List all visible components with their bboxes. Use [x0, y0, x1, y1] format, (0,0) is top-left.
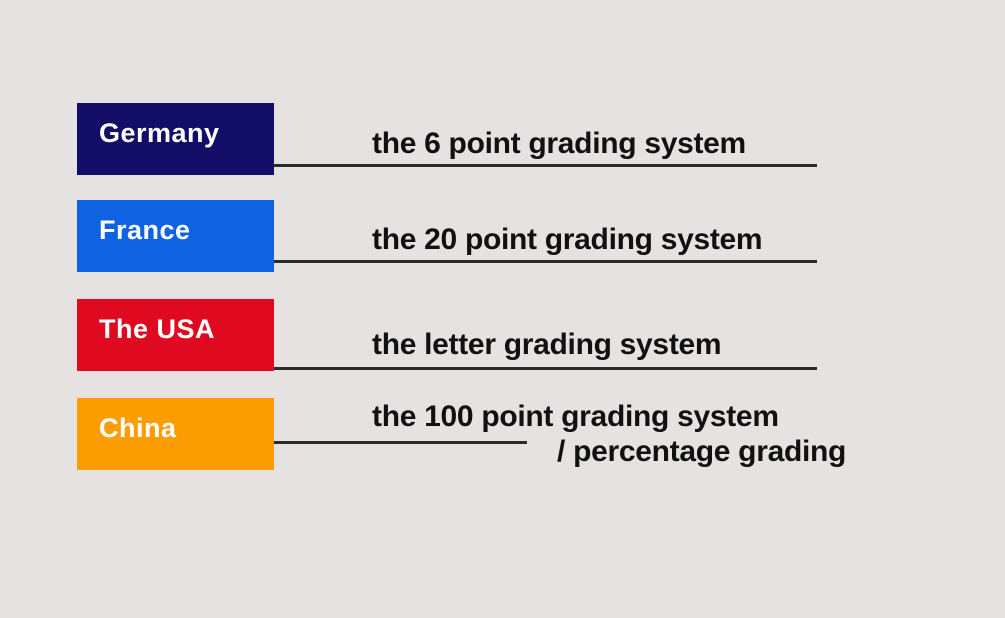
connector-line-germany — [274, 164, 817, 167]
grading-system-text-usa: the letter grading system — [372, 328, 722, 361]
country-label-usa: The USA — [99, 313, 216, 344]
grading-system-text-china-line2: / percentage grading — [557, 435, 847, 468]
grading-system-text-france: the 20 point grading system — [372, 223, 763, 256]
grading-system-text-germany: the 6 point grading system — [372, 127, 746, 160]
grading-system-text-china-line1: the 100 point grading system — [372, 400, 779, 433]
connector-line-usa — [274, 367, 817, 370]
country-label-china: China — [99, 412, 177, 443]
connector-line-china — [274, 441, 527, 444]
country-label-france: France — [99, 214, 191, 245]
country-box-china: China — [77, 398, 274, 470]
country-box-germany: Germany — [77, 103, 274, 175]
country-box-france: France — [77, 200, 274, 272]
connector-line-france — [274, 260, 817, 263]
country-box-usa: The USA — [77, 299, 274, 371]
country-label-germany: Germany — [99, 117, 220, 148]
